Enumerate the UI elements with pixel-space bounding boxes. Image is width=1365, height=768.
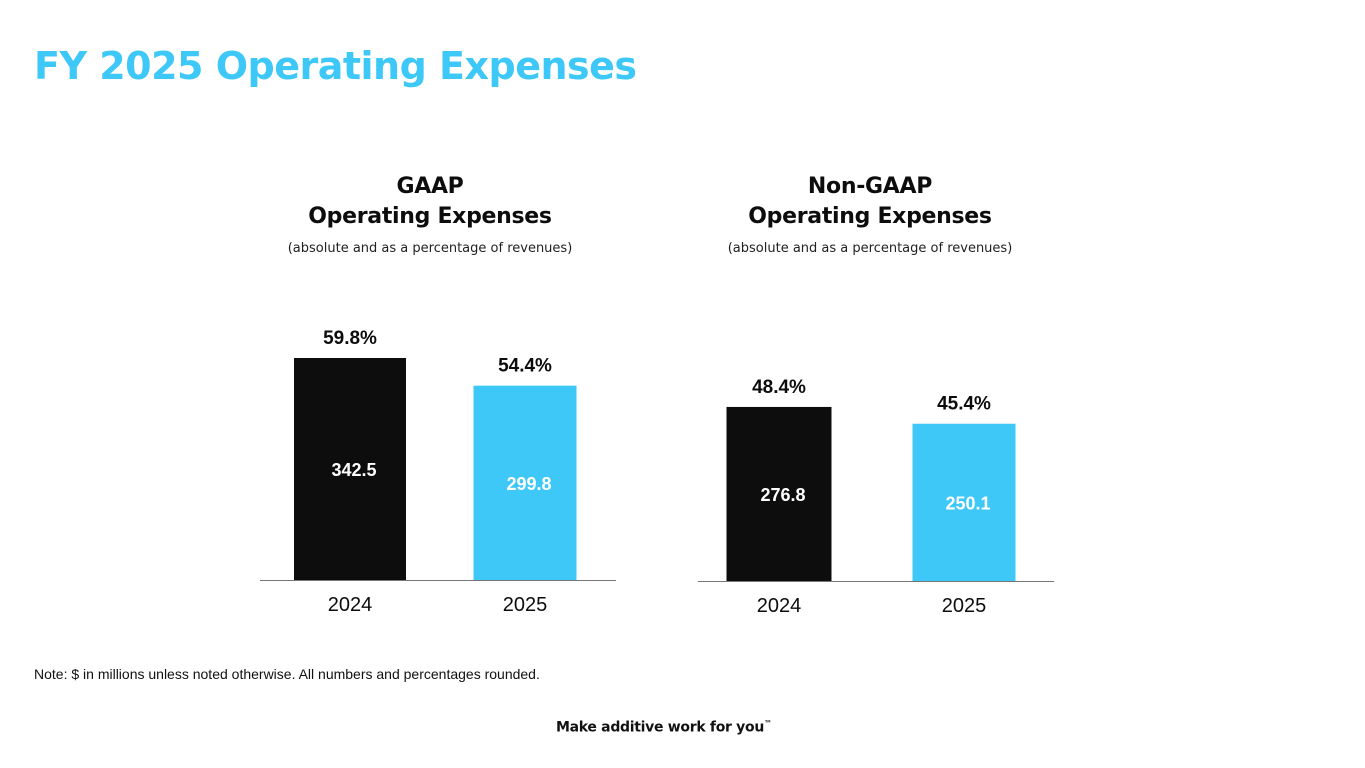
tagline: Make additive work for you™: [556, 719, 772, 736]
gaap-chart-header: GAAP Operating Expenses (absolute and as…: [230, 172, 630, 256]
non-gaap-chart-subtitle: (absolute and as a percentage of revenue…: [727, 241, 1013, 256]
gaap-percent-label-2025: 54.4%: [498, 356, 552, 377]
non-gaap-chart-title-line2: Operating Expenses: [748, 204, 992, 229]
non-gaap-value-label-2024: 276.8: [760, 485, 805, 505]
non-gaap-bar-2025: [912, 423, 1016, 581]
non-gaap-bar-2024: [726, 406, 832, 581]
non-gaap-value-label-2025: 250.1: [945, 493, 990, 513]
gaap-chart-title-line1: GAAP: [396, 174, 464, 199]
footnote: Note: $ in millions unless noted otherwi…: [34, 666, 540, 682]
non-gaap-chart-header: Non-GAAP Operating Expenses (absolute an…: [670, 172, 1070, 256]
non-gaap-percent-label-2025: 45.4%: [937, 394, 991, 415]
non-gaap-percent-label-2024: 48.4%: [752, 377, 806, 398]
page-title: FY 2025 Operating Expenses: [34, 44, 637, 88]
gaap-value-label-2025: 299.8: [506, 474, 551, 494]
gaap-bar-2024: [294, 358, 406, 580]
trademark-mark: ™: [764, 719, 772, 728]
gaap-chart-subtitle: (absolute and as a percentage of revenue…: [287, 241, 573, 256]
gaap-bar-2025: [473, 385, 577, 580]
gaap-percent-label-2024: 59.8%: [323, 328, 377, 349]
gaap-chart-title-line2: Operating Expenses: [308, 204, 552, 229]
non-gaap-x-tick-2025: 2025: [942, 595, 987, 617]
non-gaap-chart-title-line1: Non-GAAP: [807, 174, 933, 199]
gaap-x-tick-2025: 2025: [503, 594, 548, 616]
gaap-x-tick-2024: 2024: [328, 594, 373, 616]
gaap-value-label-2024: 342.5: [331, 460, 376, 480]
tagline-text: Make additive work for you: [556, 719, 764, 736]
non-gaap-x-tick-2024: 2024: [757, 595, 802, 617]
